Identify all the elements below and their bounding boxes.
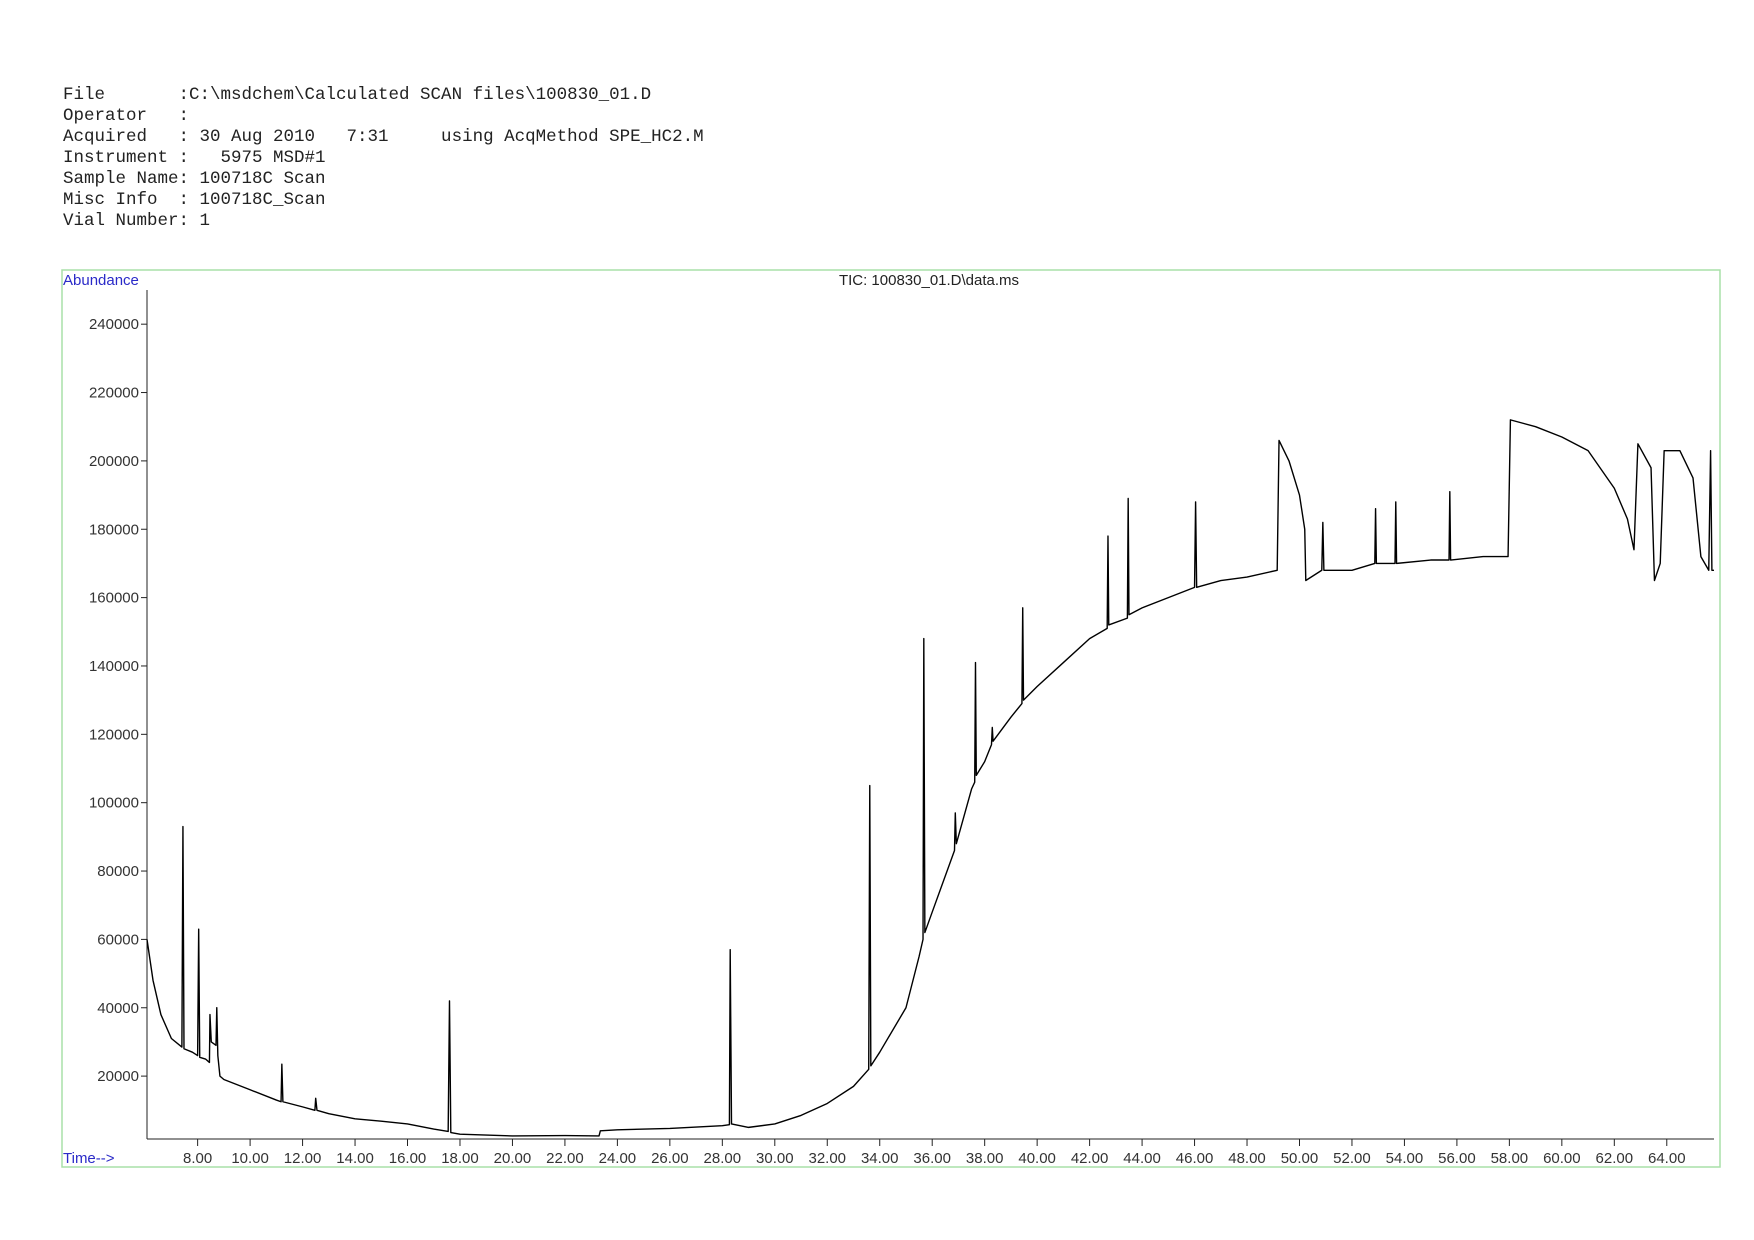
- x-tick-label: 62.00: [1596, 1150, 1634, 1167]
- x-tick-label: 22.00: [546, 1150, 584, 1167]
- x-tick-label: 32.00: [808, 1150, 846, 1167]
- x-tick-label: 36.00: [913, 1150, 951, 1167]
- x-tick-label: 48.00: [1228, 1150, 1266, 1167]
- x-tick-label: 58.00: [1491, 1150, 1529, 1167]
- x-tick-label: 64.00: [1648, 1150, 1686, 1167]
- x-tick-label: 20.00: [494, 1150, 532, 1167]
- header-line: Acquired : 30 Aug 2010 7:31 using AcqMet…: [63, 127, 704, 147]
- x-tick-label: 44.00: [1123, 1150, 1161, 1167]
- x-tick-label: 18.00: [441, 1150, 479, 1167]
- x-tick-label: 52.00: [1333, 1150, 1371, 1167]
- y-tick-label: 20000: [97, 1068, 139, 1085]
- x-tick-label: 38.00: [966, 1150, 1004, 1167]
- x-tick-label: 26.00: [651, 1150, 689, 1167]
- y-tick-label: 100000: [89, 795, 139, 812]
- y-tick-label: 240000: [89, 316, 139, 333]
- y-tick-label: 40000: [97, 1000, 139, 1017]
- x-tick-label: 28.00: [704, 1150, 742, 1167]
- x-tick-label: 42.00: [1071, 1150, 1109, 1167]
- y-tick-label: 220000: [89, 385, 139, 402]
- x-tick-label: 56.00: [1438, 1150, 1476, 1167]
- x-tick-label: 10.00: [231, 1150, 269, 1167]
- x-tick-label: 16.00: [389, 1150, 427, 1167]
- x-axis-label: Time-->: [63, 1150, 115, 1167]
- y-tick-label: 140000: [89, 658, 139, 675]
- x-tick-label: 12.00: [284, 1150, 322, 1167]
- header-line: Vial Number: 1: [63, 211, 210, 231]
- x-tick-label: 50.00: [1281, 1150, 1319, 1167]
- x-tick-label: 54.00: [1386, 1150, 1424, 1167]
- y-axis-label: Abundance: [63, 272, 139, 289]
- y-tick-label: 80000: [97, 863, 139, 880]
- x-tick-label: 34.00: [861, 1150, 899, 1167]
- x-tick-label: 24.00: [599, 1150, 637, 1167]
- plot-frame: [61, 269, 1721, 1168]
- header-line: Sample Name: 100718C Scan: [63, 169, 326, 189]
- header-line: Operator :: [63, 106, 189, 126]
- y-tick-label: 120000: [89, 726, 139, 743]
- y-tick-label: 160000: [89, 590, 139, 607]
- x-tick-label: 40.00: [1018, 1150, 1056, 1167]
- x-tick-label: 60.00: [1543, 1150, 1581, 1167]
- y-tick-label: 200000: [89, 453, 139, 470]
- header: File :C:\msdchem\Calculated SCAN files\1…: [63, 85, 704, 231]
- header-line: Instrument : 5975 MSD#1: [63, 148, 326, 168]
- x-tick-label: 30.00: [756, 1150, 794, 1167]
- chart-title: TIC: 100830_01.D\data.ms: [839, 272, 1019, 289]
- y-tick-label: 60000: [97, 931, 139, 948]
- x-tick-label: 14.00: [336, 1150, 374, 1167]
- x-tick-label: 8.00: [183, 1150, 212, 1167]
- x-tick-label: 46.00: [1176, 1150, 1214, 1167]
- signal-line: [146, 419, 1714, 1137]
- y-tick-label: 180000: [89, 521, 139, 538]
- header-line: File :C:\msdchem\Calculated SCAN files\1…: [63, 85, 651, 105]
- header-line: Misc Info : 100718C_Scan: [63, 190, 326, 210]
